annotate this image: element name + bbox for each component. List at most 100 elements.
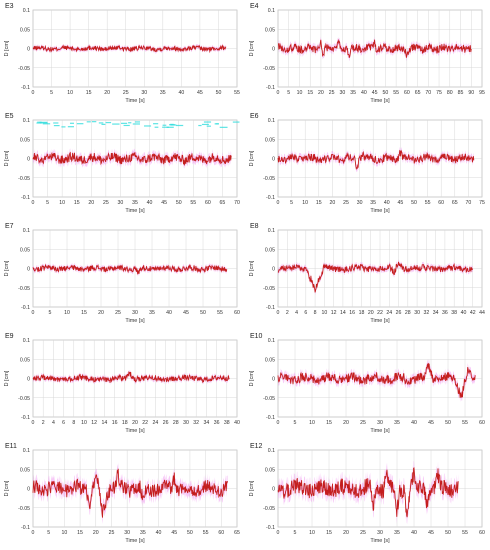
x-tick-label: 50 (445, 420, 451, 426)
x-tick-label: 5 (290, 200, 293, 206)
cyan-marker (101, 123, 106, 125)
x-tick-label: 65 (415, 90, 421, 96)
x-tick-label: 35 (370, 200, 376, 206)
y-tick-label: -0.1 (21, 85, 30, 91)
cyan-marker (105, 121, 112, 124)
x-tick-label: 25 (329, 90, 335, 96)
x-tick-label: 25 (103, 200, 109, 206)
x-tick-label: 25 (123, 90, 129, 96)
x-tick-label: 0 (277, 90, 280, 96)
y-tick-label: 0.05 (20, 357, 30, 363)
x-tick-label: 25 (360, 420, 366, 426)
x-tick-label: 50 (176, 200, 182, 206)
x-tick-label: 60 (205, 200, 211, 206)
x-tick-label: 30 (414, 310, 420, 316)
x-tick-label: 85 (458, 90, 464, 96)
y-tick-label: 0.1 (268, 8, 275, 14)
series-line (32, 263, 228, 275)
x-tick-label: 20 (343, 420, 349, 426)
x-tick-label: 0 (277, 420, 280, 426)
cyan-marker (206, 125, 211, 127)
x-tick-label: 35 (160, 90, 166, 96)
x-tick-label: 15 (307, 90, 313, 96)
chart-label: E5 (5, 113, 14, 120)
chart-panel-e9: E9 0.1 0.05 0 -0.05 -0.1 0 2 4 6 8 10 12 14 16 18 20 22 24… (0, 330, 245, 439)
x-tick-label: 90 (468, 90, 474, 96)
x-tick-label: 35 (350, 90, 356, 96)
y-tick-label: -0.1 (21, 415, 30, 421)
x-tick-label: 22 (142, 420, 148, 426)
y-tick-label: -0.05 (263, 286, 275, 292)
x-tick-label: 8 (314, 310, 317, 316)
x-tick-label: 0 (32, 310, 35, 316)
y-tick-label: -0.05 (18, 286, 30, 292)
x-tick-label: 30 (141, 90, 147, 96)
y-tick-label: 0.05 (20, 137, 30, 143)
cyan-marker (42, 123, 51, 125)
chart-label: E3 (5, 3, 14, 10)
y-tick-label: 0.05 (20, 27, 30, 33)
series-line (277, 38, 472, 58)
plot-svg: 0.10.050-0.05-0.10 5 10 15 20 25 30 35 40 45 50 55T… (4, 8, 240, 104)
chart-panel-e11: E11 0.1 0.05 0 -0.05 -0.1 0 5 10 15 20 25 30 35 40 45 50… (0, 440, 245, 549)
x-tick-label: 20 (368, 310, 374, 316)
chart-label: E8 (250, 223, 259, 230)
y-axis-label: D [cm] (4, 40, 10, 56)
y-tick-label: -0.05 (18, 176, 30, 182)
x-tick-label: 35 (132, 200, 138, 206)
y-axis-label: D [cm] (249, 40, 255, 56)
x-tick-label: 15 (81, 310, 87, 316)
chart-label: E11 (5, 443, 17, 450)
envelope-band (278, 36, 472, 62)
x-tick-label: 20 (132, 420, 138, 426)
x-tick-label: 10 (309, 420, 315, 426)
cyan-marker (134, 121, 141, 123)
y-tick-label: -0.05 (18, 506, 30, 512)
chart-panel-e3: E3 0.1 0.05 0 -0.05 -0.1 0 5 10 15 20 25 30 35 40 45 50 5… (0, 0, 245, 109)
x-tick-label: 28 (405, 310, 411, 316)
x-tick-label: 35 (394, 420, 400, 426)
series-line (32, 370, 230, 384)
x-tick-label: 30 (377, 530, 383, 536)
x-tick-label: 26 (163, 420, 169, 426)
cyan-marker (153, 123, 159, 125)
y-tick-label: -0.05 (263, 396, 275, 402)
cyan-marker (198, 124, 202, 127)
cyan-marker (76, 123, 84, 125)
x-tick-label: 60 (404, 90, 410, 96)
x-tick-label: 35 (149, 310, 155, 316)
y-tick-label: 0 (272, 267, 275, 273)
y-tick-label: -0.05 (263, 176, 275, 182)
x-tick-label: 20 (104, 90, 110, 96)
y-tick-label: -0.1 (21, 195, 30, 201)
cyan-marker (201, 123, 209, 126)
y-tick-label: 0.1 (268, 448, 275, 454)
series-line (32, 151, 232, 167)
x-tick-label: 0 (32, 420, 35, 426)
x-tick-label: 55 (234, 90, 240, 96)
x-tick-label: 15 (326, 420, 332, 426)
x-tick-label: 32 (423, 310, 429, 316)
x-tick-label: 80 (447, 90, 453, 96)
x-tick-label: 16 (112, 420, 118, 426)
series-line (277, 467, 459, 518)
y-tick-label: -0.1 (21, 305, 30, 311)
x-tick-label: 6 (62, 420, 65, 426)
x-tick-label: 70 (425, 90, 431, 96)
x-tick-label: 5 (294, 420, 297, 426)
chart-label: E10 (250, 333, 263, 340)
series-line (277, 149, 475, 171)
x-tick-label: 40 (411, 420, 417, 426)
cyan-marker (98, 122, 104, 124)
y-tick-label: 0 (272, 487, 275, 493)
plot-svg: 0.10.050-0.05-0.10 5 10 15 20 25 30 35 40 45 50 55 6… (4, 228, 240, 324)
x-tick-label: 60 (218, 530, 224, 536)
plot-svg: 0.10.050-0.05-0.10 5 10 15 20 25 30 35 40 45 50 55 6… (249, 338, 485, 434)
y-tick-label: 0.1 (23, 118, 30, 124)
y-tick-label: 0 (27, 487, 30, 493)
x-tick-label: 38 (451, 310, 457, 316)
y-tick-label: 0.1 (268, 338, 275, 344)
cyan-marker (162, 126, 169, 128)
x-tick-label: 22 (377, 310, 383, 316)
